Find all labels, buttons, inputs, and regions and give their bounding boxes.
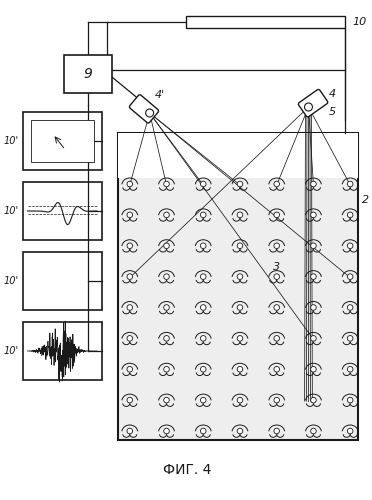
Circle shape <box>164 398 169 403</box>
Circle shape <box>347 366 353 372</box>
Text: 5: 5 <box>328 107 336 117</box>
Circle shape <box>311 212 316 218</box>
Circle shape <box>201 181 206 187</box>
Bar <box>186 16 345 28</box>
Bar <box>118 133 358 178</box>
Circle shape <box>237 304 243 310</box>
Text: 10': 10' <box>3 276 19 286</box>
FancyBboxPatch shape <box>298 90 328 117</box>
Circle shape <box>164 304 169 310</box>
Circle shape <box>347 428 353 434</box>
Circle shape <box>127 181 132 187</box>
Wedge shape <box>42 266 62 282</box>
Circle shape <box>127 304 132 310</box>
Wedge shape <box>42 281 62 299</box>
Circle shape <box>201 398 206 403</box>
Text: 4: 4 <box>328 89 336 99</box>
Text: 10': 10' <box>3 206 19 216</box>
Bar <box>23 322 102 380</box>
Circle shape <box>311 181 316 187</box>
Circle shape <box>274 336 279 341</box>
Circle shape <box>311 243 316 248</box>
Wedge shape <box>62 262 82 281</box>
Circle shape <box>164 181 169 187</box>
Circle shape <box>274 428 279 434</box>
Circle shape <box>274 181 279 187</box>
Circle shape <box>164 243 169 248</box>
Circle shape <box>164 212 169 218</box>
Circle shape <box>237 366 243 372</box>
Circle shape <box>311 304 316 310</box>
Circle shape <box>201 366 206 372</box>
Circle shape <box>237 181 243 187</box>
Circle shape <box>274 366 279 372</box>
Circle shape <box>201 274 206 280</box>
Circle shape <box>311 274 316 280</box>
Circle shape <box>237 398 243 403</box>
FancyBboxPatch shape <box>129 94 158 123</box>
Circle shape <box>237 428 243 434</box>
Circle shape <box>201 428 206 434</box>
Circle shape <box>127 274 132 280</box>
Text: ФИГ. 4: ФИГ. 4 <box>163 463 212 477</box>
Circle shape <box>164 366 169 372</box>
Circle shape <box>127 336 132 341</box>
Circle shape <box>347 336 353 341</box>
Circle shape <box>274 274 279 280</box>
Circle shape <box>274 243 279 248</box>
Circle shape <box>127 243 132 248</box>
Circle shape <box>311 336 316 341</box>
Circle shape <box>201 212 206 218</box>
Text: 2: 2 <box>362 195 369 205</box>
Circle shape <box>347 274 353 280</box>
Circle shape <box>164 428 169 434</box>
Circle shape <box>127 428 132 434</box>
Circle shape <box>311 398 316 403</box>
Circle shape <box>347 398 353 403</box>
Text: 10': 10' <box>3 136 19 146</box>
Circle shape <box>237 336 243 341</box>
Text: 10: 10 <box>352 17 366 27</box>
Circle shape <box>237 274 243 280</box>
Circle shape <box>164 336 169 341</box>
Circle shape <box>201 304 206 310</box>
Bar <box>31 120 94 162</box>
Circle shape <box>237 243 243 248</box>
Bar <box>64 55 112 93</box>
Circle shape <box>305 103 312 111</box>
Circle shape <box>274 398 279 403</box>
Text: 3: 3 <box>273 262 280 272</box>
Bar <box>23 182 102 240</box>
Circle shape <box>164 274 169 280</box>
Bar <box>23 112 102 170</box>
Circle shape <box>311 366 316 372</box>
Circle shape <box>127 398 132 403</box>
Text: 4': 4' <box>154 90 165 100</box>
Bar <box>118 133 358 440</box>
Circle shape <box>347 304 353 310</box>
Text: 9: 9 <box>84 67 93 81</box>
Circle shape <box>347 212 353 218</box>
Circle shape <box>201 243 206 248</box>
Circle shape <box>127 366 132 372</box>
Text: 10': 10' <box>3 346 19 356</box>
Circle shape <box>237 212 243 218</box>
Circle shape <box>201 336 206 341</box>
Wedge shape <box>54 281 82 301</box>
Circle shape <box>146 109 154 117</box>
Circle shape <box>274 212 279 218</box>
Circle shape <box>127 212 132 218</box>
Circle shape <box>311 428 316 434</box>
Circle shape <box>347 181 353 187</box>
Circle shape <box>274 304 279 310</box>
Bar <box>23 252 102 310</box>
Wedge shape <box>49 261 67 281</box>
Circle shape <box>347 243 353 248</box>
